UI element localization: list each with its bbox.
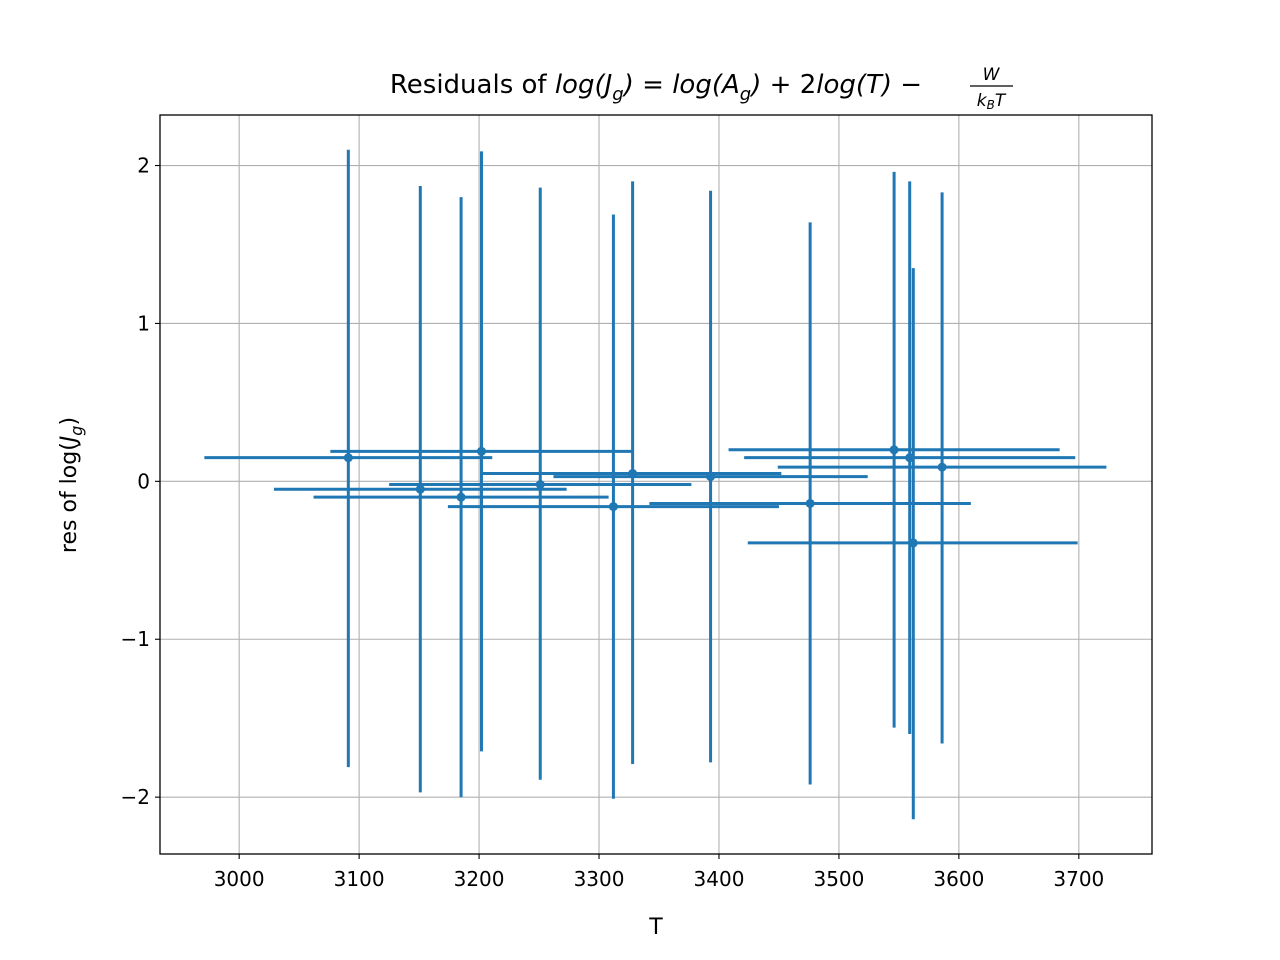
x-tick-label: 3400 [694,867,745,891]
y-tick-label: 1 [137,311,150,335]
data-point [608,502,618,512]
y-axis-label: res of log(Jg) [57,417,86,553]
grid-layer [160,115,1152,854]
y-tick-label: −1 [121,627,150,651]
plot-frame [159,114,1153,855]
title-frac-den-sub: B [987,98,995,112]
x-tick-label: 3300 [574,867,625,891]
x-tick-label: 3100 [334,867,385,891]
x-tick-label: 3200 [454,867,505,891]
data-point [456,492,466,502]
y-label-close: ) [57,417,82,426]
chart-title: Residuals of log(Jg) = log(Ag) + 2log(T)… [390,70,922,105]
title-a-sub: g [740,84,751,105]
title-eq: = [634,70,672,100]
data-point [343,453,353,463]
title-prefix: Residuals of [390,70,555,100]
data-point [535,480,545,489]
title-minus: − [892,70,922,100]
title-t: log(T) [816,70,892,100]
y-label-italic: J [57,436,82,447]
tick-layer: 3000 3100 3200 3300 3400 3500 3600 3700 2 1 0 −1 −2 [121,154,1105,891]
data-point [908,538,918,548]
title-a: log(A [672,70,740,100]
title-frac-denominator: kBT [977,91,1007,112]
data-point [415,484,425,494]
data-point [476,446,486,456]
data-point [937,462,947,472]
y-tick-label: −2 [121,785,150,809]
title-frac-den-k: k [977,91,988,111]
data-point [706,472,716,482]
x-tick-label: 3000 [214,867,265,891]
x-axis-label: T [648,915,663,940]
y-tick-label: 0 [137,469,150,493]
x-tick-label: 3600 [933,867,984,891]
title-lhs: log(J [555,70,612,100]
y-label-sub: g [67,426,86,436]
data-point [889,445,899,455]
data-point [805,498,815,508]
title-frac-numerator: W [983,65,1001,85]
y-label-text: res of log( [57,442,82,553]
title-lhs-sub: g [612,84,623,105]
y-tick-label: 2 [137,154,150,178]
x-tick-label: 3700 [1053,867,1104,891]
title-fraction: W kBT [970,65,1013,112]
title-a-close: ) [749,70,761,100]
errorbar-layer [204,149,1107,820]
title-plus: + 2 [761,70,816,100]
title-lhs-close: ) [622,70,634,100]
x-tick-label: 3500 [813,867,864,891]
title-frac-den-t: T [995,91,1007,111]
